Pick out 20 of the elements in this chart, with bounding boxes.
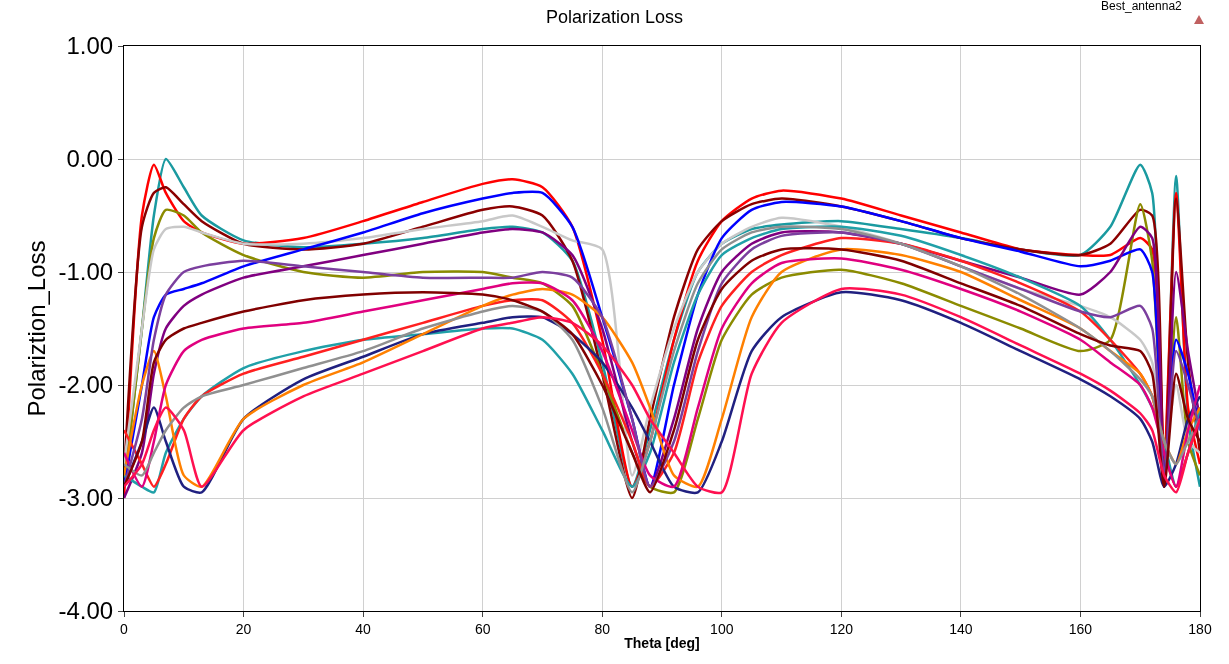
y-tick-label: 0.00 [66,145,114,173]
x-tick-label: 20 [235,620,252,637]
y-tick-label: -2.00 [58,371,114,399]
x-tick-label: 0 [120,620,129,637]
x-tick-label: 100 [710,620,734,637]
y-tick-label: -4.00 [58,597,114,625]
x-tick-label: 60 [474,620,491,637]
x-tick-label: 40 [355,620,372,637]
chart-title: Polarization Loss [545,6,684,27]
y-tick-label: -1.00 [58,258,114,286]
x-tick-label: 160 [1068,620,1093,637]
x-tick-label: 180 [1188,620,1212,637]
x-axis-title: Theta [deg] [624,635,700,652]
y-axis-title: Polariztion_Loss [22,240,50,417]
x-tick-label: 120 [829,620,854,637]
y-tick-label: 1.00 [66,32,114,60]
x-tick-label: 80 [594,620,611,637]
x-tick-label: 140 [949,620,973,637]
text: Best_antenna2 [1101,0,1183,13]
y-tick-label: -3.00 [58,484,114,512]
